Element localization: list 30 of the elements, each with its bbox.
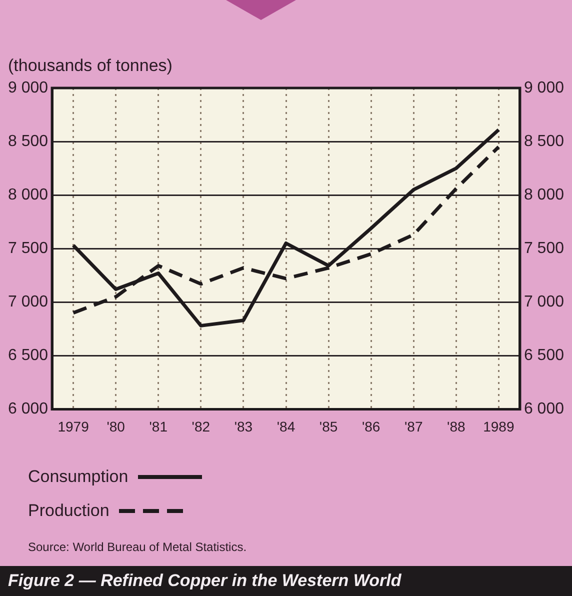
y2-tick-label: 8 000 bbox=[524, 186, 564, 204]
y2-tick-label: 6 000 bbox=[524, 400, 564, 418]
y2-tick-label: 7 000 bbox=[524, 294, 564, 311]
y2-tick-label: 8 500 bbox=[524, 132, 564, 150]
x-tick-label: '83 bbox=[234, 418, 253, 434]
x-tick-label: '85 bbox=[319, 418, 338, 434]
y2-tick-label: 9 000 bbox=[524, 79, 564, 96]
text: Figure 2 — Refined Copper in the Western World bbox=[0, 566, 572, 596]
legend-label: Consumption bbox=[28, 467, 128, 487]
y-tick-label: 7 500 bbox=[8, 240, 48, 258]
x-tick-label: '81 bbox=[149, 418, 168, 434]
y-tick-label: 8 500 bbox=[8, 132, 48, 150]
x-tick-label: '82 bbox=[192, 418, 210, 434]
y-tick-label: 6 500 bbox=[8, 347, 48, 364]
x-tick-label: '86 bbox=[362, 418, 380, 434]
y-axis-title: (thousands of tonnes) bbox=[8, 56, 172, 76]
x-tick-label: 1989 bbox=[483, 418, 514, 434]
legend-label: Production bbox=[28, 501, 110, 521]
y-tick-label: 8 000 bbox=[8, 186, 48, 204]
y-tick-label: 7 000 bbox=[8, 294, 48, 311]
x-tick-label: '84 bbox=[276, 418, 296, 434]
y2-tick-label: 7 500 bbox=[524, 240, 564, 258]
y-tick-label: 9 000 bbox=[8, 79, 48, 96]
x-tick-label: '88 bbox=[447, 418, 466, 434]
x-tick-label: '80 bbox=[106, 418, 126, 434]
source-note: Source: World Bureau of Metal Statistics. bbox=[28, 540, 247, 554]
y-tick-label: 6 000 bbox=[8, 400, 48, 418]
x-tick-label: 1979 bbox=[58, 418, 90, 434]
y2-tick-label: 6 500 bbox=[524, 347, 564, 364]
x-tick-label: '87 bbox=[404, 418, 423, 434]
